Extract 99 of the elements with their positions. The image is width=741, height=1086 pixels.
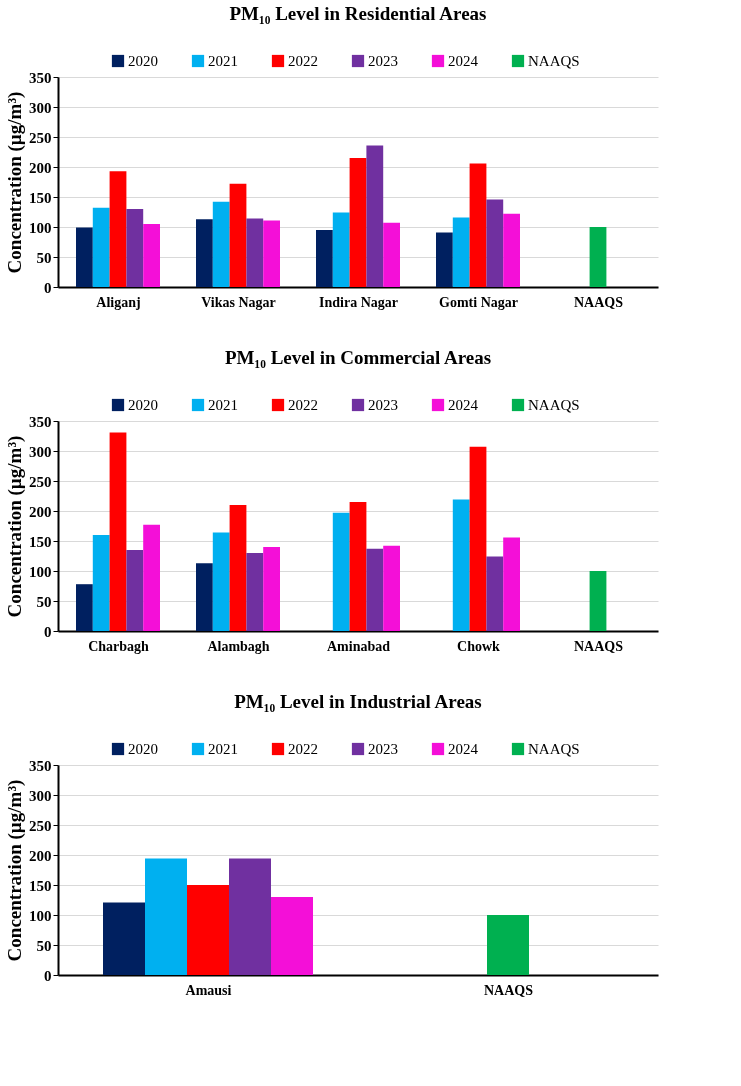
y-tick-label: 150: [29, 189, 52, 206]
bar: [143, 224, 160, 287]
bar: [263, 220, 280, 287]
bar: [349, 158, 367, 287]
bar: [76, 227, 93, 287]
bar: [503, 537, 520, 631]
y-tick-label: 200: [29, 503, 52, 520]
bar: [109, 432, 127, 631]
bar: [503, 213, 520, 287]
bar: [212, 532, 230, 631]
x-tick-label: Alambagh: [207, 638, 270, 654]
legend-label: 2020: [128, 397, 158, 413]
y-tick-label: 0: [44, 623, 52, 640]
y-tick-label: 50: [36, 249, 52, 266]
y-tick-label: 100: [29, 907, 52, 924]
chart-title: PM₁₀ Level in Commercial Areas: [224, 347, 492, 368]
legend-label: 2021: [208, 53, 238, 69]
y-axis-title: Concentration (µg/m³): [4, 91, 26, 274]
legend-label: 2021: [208, 397, 238, 413]
x-tick-label: Aliganj: [96, 294, 141, 310]
legend-label: 2022: [288, 53, 318, 69]
bar: [452, 217, 470, 287]
bar: [109, 171, 127, 287]
y-tick-label: 200: [29, 847, 52, 864]
y-tick-label: 250: [29, 473, 52, 490]
x-tick-label: NAAQS: [573, 638, 624, 654]
bar: [246, 553, 264, 631]
bar: [76, 584, 93, 631]
bar: [332, 212, 350, 287]
y-tick-label: 100: [29, 563, 52, 580]
x-tick-label: Charbagh: [88, 638, 150, 654]
bar: [366, 548, 384, 631]
y-tick-label: 350: [29, 757, 52, 774]
y-tick-label: 350: [29, 69, 52, 86]
y-tick-label: 300: [29, 99, 52, 116]
bar: [383, 222, 400, 287]
y-tick-label: 250: [29, 817, 52, 834]
legend-label: 2024: [448, 741, 479, 757]
bar: [229, 505, 247, 631]
y-tick-label: 0: [44, 967, 52, 984]
y-tick-label: 350: [29, 413, 52, 430]
bar: [589, 227, 607, 287]
bar: [263, 547, 280, 631]
y-tick-label: 150: [29, 533, 52, 550]
y-tick-label: 150: [29, 877, 52, 894]
y-tick-label: 250: [29, 129, 52, 146]
bar: [229, 183, 247, 287]
legend-label: 2023: [368, 53, 398, 69]
bar: [212, 201, 230, 287]
bar: [246, 218, 264, 287]
y-tick-label: 50: [36, 593, 52, 610]
x-tick-label: Vikas Nagar: [201, 294, 276, 310]
y-tick-label: 50: [36, 937, 52, 954]
bar: [126, 209, 144, 287]
legend-label: 2020: [128, 741, 158, 757]
legend-label: 2023: [368, 397, 398, 413]
bar: [436, 232, 453, 287]
bar: [486, 199, 504, 287]
bar: [469, 446, 487, 631]
bar: [316, 230, 333, 287]
y-tick-label: 300: [29, 443, 52, 460]
x-tick-label: NAAQS: [573, 294, 624, 310]
bar: [469, 163, 487, 287]
bar: [332, 512, 350, 631]
legend-label: 2023: [368, 741, 398, 757]
bar: [366, 145, 384, 287]
bar: [143, 524, 160, 631]
bar: [196, 219, 213, 287]
bar: [196, 563, 213, 631]
x-tick-label: Amausi: [185, 982, 232, 998]
y-axis-title: Concentration (µg/m³): [4, 779, 26, 962]
bar: [486, 556, 504, 631]
x-tick-label: Chowk: [457, 638, 501, 654]
legend-label: NAAQS: [528, 741, 580, 757]
legend-label: 2024: [448, 53, 479, 69]
bar: [126, 550, 144, 631]
chart-title: PM₁₀ Level in Industrial Areas: [234, 691, 482, 712]
x-tick-label: Indira Nagar: [319, 294, 398, 310]
bar: [92, 207, 110, 287]
bar: [349, 502, 367, 631]
legend-label: 2022: [288, 741, 318, 757]
chart-title: PM₁₀ Level in Residential Areas: [229, 3, 487, 24]
legend-label: NAAQS: [528, 53, 580, 69]
y-tick-label: 100: [29, 219, 52, 236]
y-tick-label: 0: [44, 279, 52, 296]
legend-label: 2024: [448, 397, 479, 413]
bar: [92, 535, 110, 631]
y-axis-title: Concentration (µg/m³): [4, 435, 26, 618]
bar: [589, 571, 607, 631]
bar: [452, 499, 470, 631]
legend-label: 2022: [288, 397, 318, 413]
x-tick-label: Gomti Nagar: [439, 294, 518, 310]
x-tick-label: Aminabad: [326, 638, 391, 654]
bar: [383, 545, 400, 631]
legend-label: 2021: [208, 741, 238, 757]
y-tick-label: 200: [29, 159, 52, 176]
legend-label: NAAQS: [528, 397, 580, 413]
legend-label: 2020: [128, 53, 158, 69]
y-tick-label: 300: [29, 787, 52, 804]
